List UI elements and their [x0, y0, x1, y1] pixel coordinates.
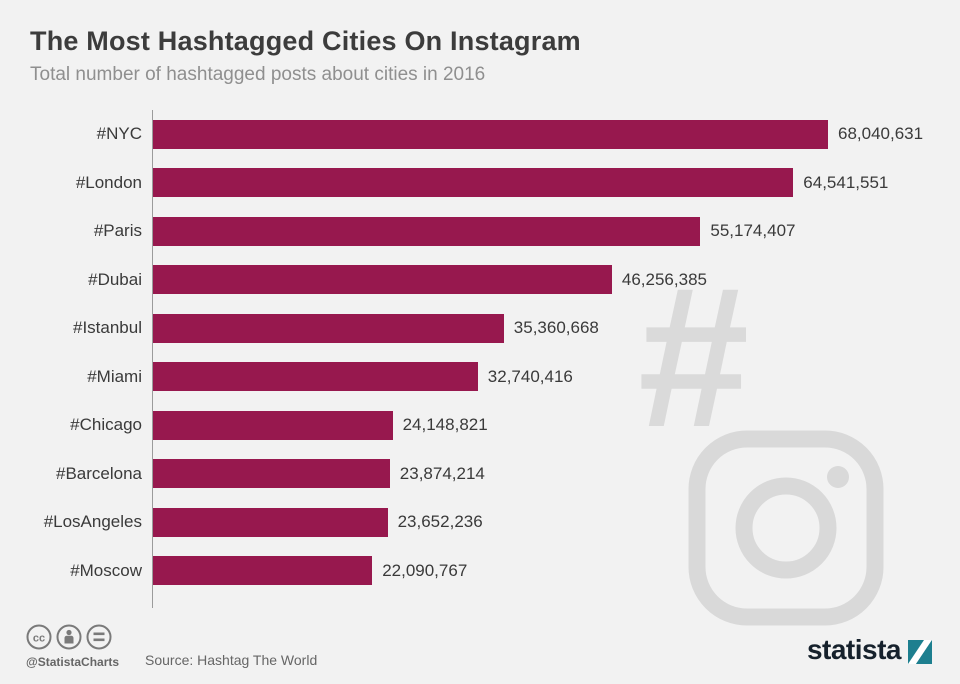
bar-rows: #NYC 68,040,631 #London 64,541,551 #Paris 55,…	[30, 110, 940, 595]
bar-row: #Miami 32,740,416	[30, 352, 940, 401]
value-label: 22,090,767	[382, 560, 468, 580]
value-label: 64,541,551	[803, 172, 889, 192]
category-label: #Dubai	[88, 269, 142, 289]
bar-area: 23,652,236	[152, 498, 940, 547]
value-label: 46,256,385	[621, 269, 707, 289]
category-label: #Paris	[93, 221, 142, 241]
bar-area: 22,090,767	[152, 546, 940, 595]
bar-row: #London 64,541,551	[30, 158, 940, 207]
source-text: Source: Hashtag The World	[145, 652, 318, 668]
category-label: #Barcelona	[55, 463, 142, 483]
bar-area: 24,148,821	[152, 401, 940, 450]
bar-row: #Chicago 24,148,821	[30, 401, 940, 450]
bar-row: #Barcelona 23,874,214	[30, 449, 940, 498]
bar-area: 35,360,668	[152, 304, 940, 353]
bar	[153, 313, 504, 343]
category-label: #LosAngeles	[43, 512, 142, 532]
bar-row: #Istanbul 35,360,668	[30, 304, 940, 353]
bar-area: 64,541,551	[152, 158, 940, 207]
value-label: 32,740,416	[487, 366, 573, 386]
bar-area: 55,174,407	[152, 207, 940, 256]
statista-logo: statista	[807, 636, 932, 664]
category-label: #Istanbul	[73, 318, 142, 338]
bar	[153, 507, 388, 537]
bar-area: 46,256,385	[152, 255, 940, 304]
page-subtitle: Total number of hashtagged posts about c…	[30, 64, 486, 85]
value-label: 68,040,631	[838, 124, 924, 144]
bar-row: #LosAngeles 23,652,236	[30, 498, 940, 547]
bar-row: #NYC 68,040,631	[30, 110, 940, 159]
bar-area: 32,740,416	[152, 352, 940, 401]
bar	[153, 459, 390, 489]
bar	[153, 410, 393, 440]
value-label: 24,148,821	[402, 415, 488, 435]
bar	[153, 362, 478, 392]
bar	[153, 265, 612, 295]
bar	[153, 119, 828, 149]
bar	[153, 556, 373, 586]
svg-text:cc: cc	[33, 633, 45, 645]
value-label: 55,174,407	[710, 221, 796, 241]
license-icons: cc	[26, 624, 114, 656]
bar-row: #Moscow 22,090,767	[30, 546, 940, 595]
value-label: 23,652,236	[397, 512, 483, 532]
axis-line	[152, 595, 940, 608]
cc-icon: cc	[26, 624, 52, 650]
attribution-icon	[56, 624, 82, 650]
category-label: #Miami	[87, 366, 142, 386]
category-label: #London	[75, 172, 142, 192]
value-label: 35,360,668	[513, 318, 599, 338]
credit-handle: @StatistaCharts	[26, 655, 120, 669]
instagram-watermark-icon	[688, 430, 884, 631]
statista-logo-text: statista	[806, 634, 902, 665]
category-label: #NYC	[96, 124, 142, 144]
bar-area: 68,040,631	[152, 110, 940, 159]
value-label: 23,874,214	[399, 463, 485, 483]
bar-row: #Paris 55,174,407	[30, 207, 940, 256]
page-title: The Most Hashtagged Cities On Instagram	[30, 26, 581, 56]
bar-chart: #NYC 68,040,631 #London 64,541,551 #Paris 55,…	[30, 110, 940, 608]
bar-row: #Dubai 46,256,385	[30, 255, 940, 304]
hash-watermark-icon: #	[638, 246, 750, 469]
statista-logo-mark	[908, 640, 932, 664]
bar-area: 23,874,214	[152, 449, 940, 498]
category-label: #Moscow	[70, 560, 142, 580]
bar	[153, 168, 794, 198]
category-label: #Chicago	[70, 415, 142, 435]
equal-icon	[86, 624, 112, 650]
bar	[153, 216, 701, 246]
